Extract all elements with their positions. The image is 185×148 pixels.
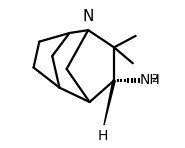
Polygon shape [104, 80, 115, 125]
Text: 2: 2 [151, 74, 157, 84]
Text: H: H [98, 129, 108, 143]
Text: NH: NH [139, 73, 160, 87]
Text: N: N [83, 9, 94, 24]
